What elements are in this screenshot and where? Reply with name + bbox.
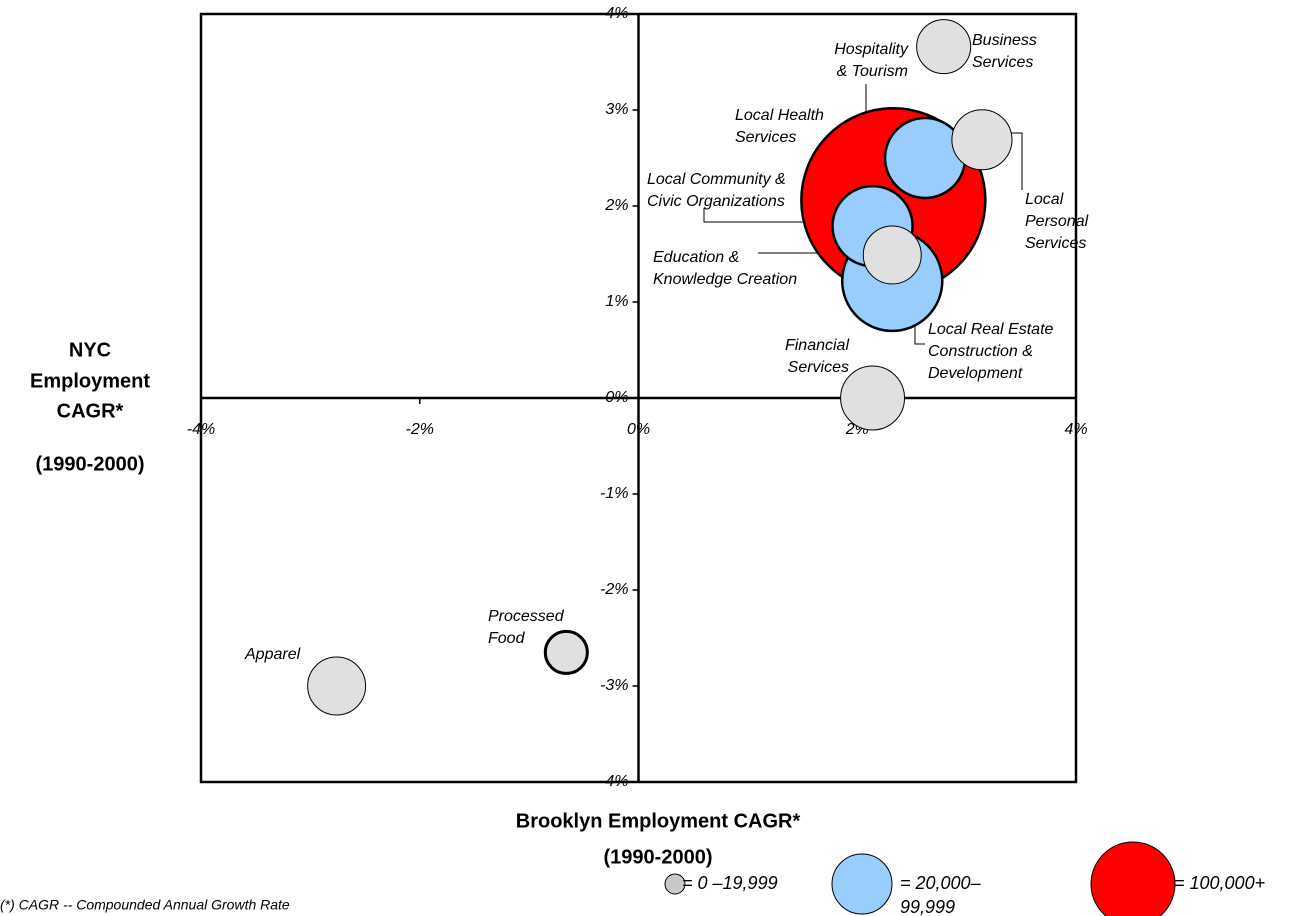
legend-label: = 20,000–	[900, 873, 982, 893]
x-tick-label: 0%	[627, 421, 650, 438]
bubble-label: Services	[735, 129, 796, 146]
bubble-label: Hospitality	[834, 41, 909, 58]
bubble	[916, 19, 972, 75]
y-tick-label: -3%	[600, 677, 628, 694]
legend-label: 99,999	[900, 897, 955, 916]
bubble-label: Civic Organizations	[647, 193, 785, 210]
x-tick-label: -4%	[187, 421, 215, 438]
x-axis-title: Brooklyn Employment CAGR*	[516, 810, 801, 832]
bubble-label: Education &	[653, 249, 739, 266]
y-axis-title: NYC	[69, 339, 111, 361]
bubble-label: & Tourism	[837, 63, 908, 80]
bubble-label: Local	[1025, 191, 1064, 208]
footnote: (*) CAGR -- Compounded Annual Growth Rat…	[0, 897, 290, 913]
bubble-label: Processed	[488, 608, 565, 625]
y-axis-title: Employment	[30, 370, 150, 392]
bubble-label: Financial	[785, 337, 849, 354]
bubble-label: Development	[928, 365, 1023, 382]
bubble	[951, 109, 1013, 171]
bubble-label: Services	[1025, 235, 1086, 252]
y-tick-label: -4%	[600, 773, 628, 790]
bubbles	[307, 19, 1013, 716]
bubble-label: Food	[488, 630, 526, 647]
bubble-label: Local Community &	[647, 171, 786, 188]
legend-swatch	[831, 853, 893, 915]
y-axis-title: CAGR*	[57, 400, 124, 422]
x-tick-label: 4%	[1064, 421, 1087, 438]
leader-line	[914, 322, 925, 345]
y-tick-label: -2%	[600, 581, 628, 598]
bubble-label: Business	[972, 32, 1037, 49]
bubble-label: Services	[788, 359, 849, 376]
bubble-label: Apparel	[244, 646, 301, 663]
bubble-label: Personal	[1025, 213, 1089, 230]
legend-label: = 0 –19,999	[682, 873, 778, 893]
bubble-label: Local Health	[735, 107, 824, 124]
bubble	[862, 225, 922, 285]
bubble	[307, 656, 367, 716]
y-tick-label: 0%	[605, 389, 628, 406]
y-tick-label: -1%	[600, 485, 628, 502]
ticks: -4%-3%-2%-1%0%1%2%3%4%-4% -2% 0% 2% 4%	[187, 5, 1088, 790]
labels: Local Health Services Local Real Estate Con…	[244, 32, 1089, 663]
x-tick-label: -2%	[406, 421, 434, 438]
y-axis-title: (1990-2000)	[36, 453, 145, 475]
leader-line	[703, 208, 829, 223]
bubble	[840, 365, 906, 431]
y-tick-label: 3%	[605, 101, 628, 118]
x-axis-title: (1990-2000)	[604, 846, 713, 868]
legend-label: = 100,000+	[1174, 873, 1265, 893]
legend-swatch	[664, 873, 686, 895]
bubble-label: Services	[972, 54, 1033, 71]
y-tick-label: 1%	[605, 293, 628, 310]
y-tick-label: 2%	[604, 197, 628, 214]
bubble	[543, 629, 589, 675]
bubble-label: Local Real Estate	[928, 321, 1054, 338]
bubble-label: Construction &	[928, 343, 1033, 360]
y-tick-label: 4%	[605, 5, 628, 22]
bubble-label: Knowledge Creation	[653, 271, 797, 288]
legend-swatch	[1090, 841, 1176, 916]
